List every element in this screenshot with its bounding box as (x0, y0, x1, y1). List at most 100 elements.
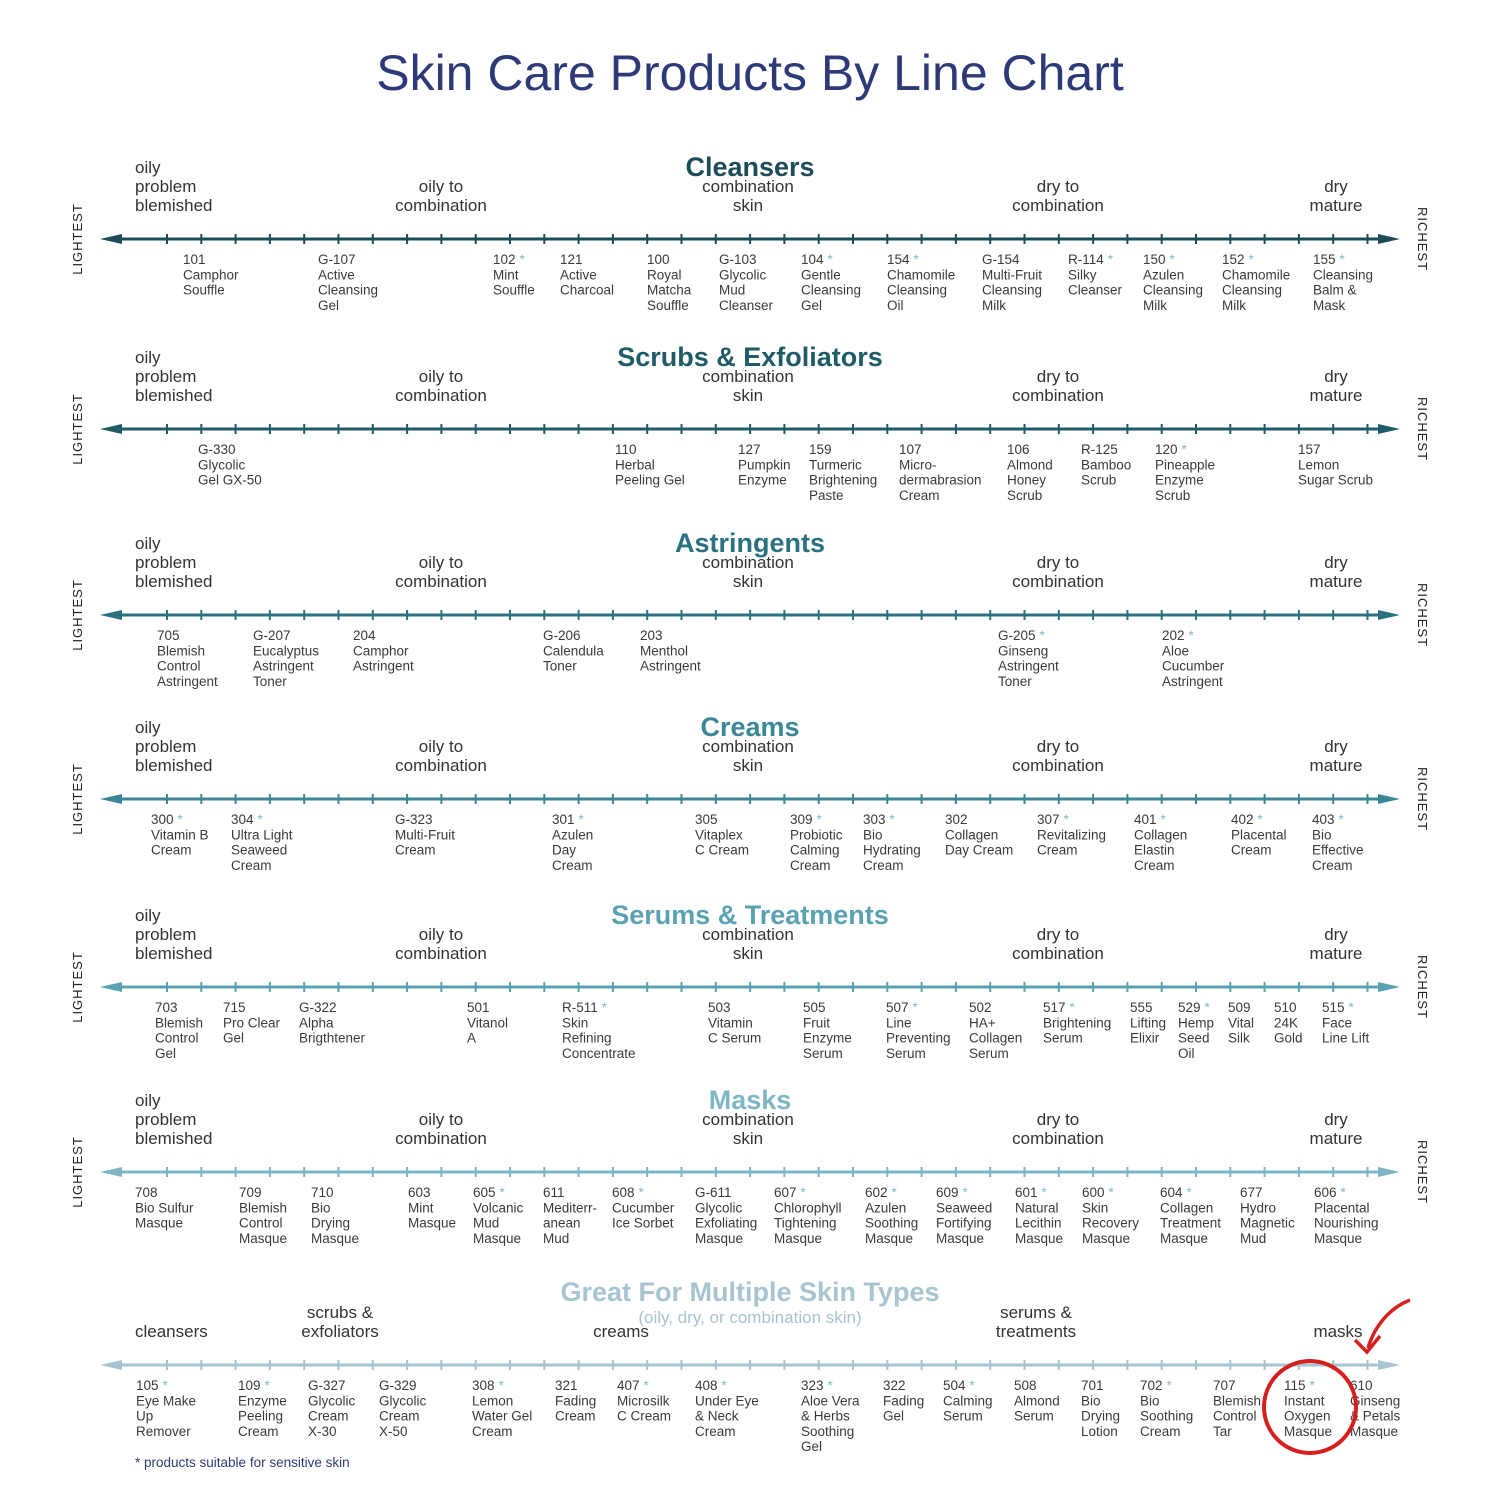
product-name: Blemish (1213, 1393, 1261, 1408)
product-name: Lemon (1298, 457, 1339, 472)
product-code: 600 (1082, 1185, 1105, 1200)
product-name: Cream (695, 1424, 736, 1439)
sensitive-mark: * (163, 1378, 169, 1393)
product-name: Cucumber (1162, 659, 1225, 674)
product-name: Cleansing (1222, 283, 1282, 298)
product: 703 Blemish Control Gel (155, 1000, 203, 1061)
zone-label: combination (1012, 572, 1104, 591)
sensitive-mark: * (817, 812, 823, 827)
product-code: 152 (1222, 252, 1245, 267)
product-code: 150 (1143, 252, 1166, 267)
sensitive-mark: * (828, 252, 834, 267)
product-code: 608 (612, 1185, 635, 1200)
product-code: 401 (1134, 812, 1157, 827)
product-name: Mud (719, 283, 745, 298)
product: 107 Micro-dermabrasion Cream (899, 442, 982, 503)
product: 204 Camphor Astringent (353, 628, 414, 674)
product-name: Bio (1140, 1393, 1160, 1408)
product-code: G-206 (543, 628, 581, 643)
product-name: Cleanser (719, 298, 774, 313)
product-name: Azulen (865, 1200, 906, 1215)
product-name: Peeling (238, 1409, 283, 1424)
product: 407 * Microsilk C Cream (617, 1378, 671, 1424)
zone-label: oily (135, 158, 161, 177)
sensitive-mark: * (1167, 1378, 1173, 1393)
product-name: Cream (1312, 858, 1353, 873)
product: 105 * Eye Make Up Remover (136, 1378, 196, 1439)
product-name: Mud (543, 1231, 569, 1246)
product: 304 * Ultra Light Seaweed Cream (231, 812, 293, 873)
product: 307 * Revitalizing Cream (1037, 812, 1106, 858)
product-code: 708 (135, 1185, 158, 1200)
product-name: Sugar Scrub (1298, 473, 1373, 488)
zone-label: oily to (419, 1110, 463, 1129)
product-name: Serum (886, 1046, 926, 1061)
product-code: 159 (809, 442, 832, 457)
product-code: 120 (1155, 442, 1178, 457)
zone-label: skin (733, 756, 763, 775)
zone-label: dry (1324, 367, 1348, 386)
product-name: Chlorophyll (774, 1200, 842, 1215)
zone-label: combination (1012, 756, 1104, 775)
product-name: Fortifying (936, 1216, 992, 1231)
product-code: 705 (157, 628, 180, 643)
product-code: 322 (883, 1378, 906, 1393)
product-name: Serum (1014, 1409, 1054, 1424)
zone-label: masks (1313, 1322, 1362, 1341)
product-name: Treatment (1160, 1216, 1221, 1231)
product-name: Azulen (1143, 267, 1184, 282)
product-name: Enzyme (238, 1393, 287, 1408)
product-name: Remover (136, 1424, 191, 1439)
side-label-right: RICHEST (1415, 767, 1430, 831)
sensitive-mark: * (722, 1378, 728, 1393)
zone-label: blemished (135, 756, 213, 775)
product: G-154 Multi-Fruit Cleansing Milk (982, 252, 1042, 313)
page-title: Skin Care Products By Line Chart (376, 45, 1124, 101)
product-name: Vital (1228, 1015, 1254, 1030)
sensitive-mark: * (1189, 628, 1195, 643)
product-code: 157 (1298, 442, 1321, 457)
product: 301 * Azulen Day Cream (552, 812, 593, 873)
product-name: Masque (1314, 1231, 1362, 1246)
zone-label: dry to (1037, 367, 1080, 386)
product-name: Herbal (615, 457, 655, 472)
product-name: Almond (1014, 1393, 1060, 1408)
product-code: 109 (238, 1378, 261, 1393)
sensitive-mark: * (1042, 1185, 1048, 1200)
product-name: Masque (239, 1231, 287, 1246)
product: 509 Vital Silk (1228, 1000, 1254, 1046)
product-name: Toner (543, 659, 577, 674)
product: 611 Mediterr-anean Mud (543, 1185, 597, 1246)
product-code: 605 (473, 1185, 496, 1200)
product-name: Azulen (552, 827, 593, 842)
product-name: Turmeric (809, 457, 862, 472)
product-name: Mud (473, 1216, 499, 1231)
product-name: Drying (1081, 1409, 1120, 1424)
product-code: 305 (695, 812, 718, 827)
product-name: Cream (555, 1409, 596, 1424)
axis-arrow-left (100, 610, 122, 620)
product-name: 24K (1274, 1015, 1298, 1030)
product-name: & Neck (695, 1409, 739, 1424)
zone-label: blemished (135, 196, 213, 215)
product-name: Blemish (155, 1015, 203, 1030)
axis-arrow-right (1378, 1360, 1400, 1370)
sensitive-mark: * (1310, 1378, 1316, 1393)
product: 702 * Bio Soothing Cream (1140, 1378, 1193, 1439)
product-name: Enzyme (738, 473, 787, 488)
zone-label: blemished (135, 386, 213, 405)
product-code: 503 (708, 1000, 731, 1015)
product: 155 * Cleansing Balm & Mask (1313, 252, 1373, 313)
product-name: Matcha (647, 283, 692, 298)
product-name: Gentle (801, 267, 841, 282)
product-code: 602 (865, 1185, 888, 1200)
product-name: Milk (982, 298, 1006, 313)
side-label-left: LIGHTEST (70, 203, 85, 275)
product-name: Calming (790, 843, 840, 858)
axis-arrow-left (100, 1167, 122, 1177)
zone-label: blemished (135, 1129, 213, 1148)
product-name: Masque (1082, 1231, 1130, 1246)
product: 501 Vitanol A (467, 1000, 508, 1046)
product-code: 105 (136, 1378, 159, 1393)
